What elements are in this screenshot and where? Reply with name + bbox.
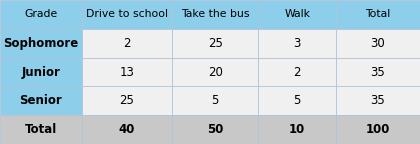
Bar [336, 115, 420, 144]
Text: Senior: Senior [20, 94, 62, 107]
Bar [82, 29, 172, 58]
Text: Drive to school: Drive to school [86, 9, 168, 19]
Bar [82, 0, 172, 29]
Text: 2: 2 [294, 66, 301, 78]
Text: 30: 30 [370, 37, 386, 50]
Text: 50: 50 [207, 123, 223, 136]
Text: 10: 10 [289, 123, 305, 136]
Bar [336, 86, 420, 115]
Text: 35: 35 [370, 94, 386, 107]
Bar [82, 115, 172, 144]
Text: Grade: Grade [24, 9, 58, 19]
Text: 3: 3 [294, 37, 301, 50]
Text: 20: 20 [208, 66, 223, 78]
Text: Walk: Walk [284, 9, 310, 19]
Text: 13: 13 [120, 66, 134, 78]
Text: 5: 5 [294, 94, 301, 107]
Text: Total: Total [365, 9, 391, 19]
Bar [258, 0, 336, 29]
Bar [82, 86, 172, 115]
Text: Sophomore: Sophomore [3, 37, 79, 50]
Bar [0, 0, 82, 29]
Text: 100: 100 [366, 123, 390, 136]
Bar [336, 58, 420, 86]
Text: 35: 35 [370, 66, 386, 78]
Bar [0, 58, 82, 86]
Text: Total: Total [25, 123, 57, 136]
Text: 25: 25 [120, 94, 134, 107]
Text: 40: 40 [119, 123, 135, 136]
Bar [336, 29, 420, 58]
Bar [172, 58, 258, 86]
Bar [258, 86, 336, 115]
Bar [258, 115, 336, 144]
Bar [258, 58, 336, 86]
Bar [0, 86, 82, 115]
Bar [0, 115, 82, 144]
Bar [82, 58, 172, 86]
Bar [172, 29, 258, 58]
Bar [336, 0, 420, 29]
Text: Junior: Junior [21, 66, 60, 78]
Bar [172, 0, 258, 29]
Text: 5: 5 [212, 94, 219, 107]
Bar [258, 29, 336, 58]
Bar [172, 115, 258, 144]
Bar [0, 29, 82, 58]
Bar [172, 86, 258, 115]
Text: Take the bus: Take the bus [181, 9, 249, 19]
Text: 2: 2 [123, 37, 131, 50]
Text: 25: 25 [208, 37, 223, 50]
